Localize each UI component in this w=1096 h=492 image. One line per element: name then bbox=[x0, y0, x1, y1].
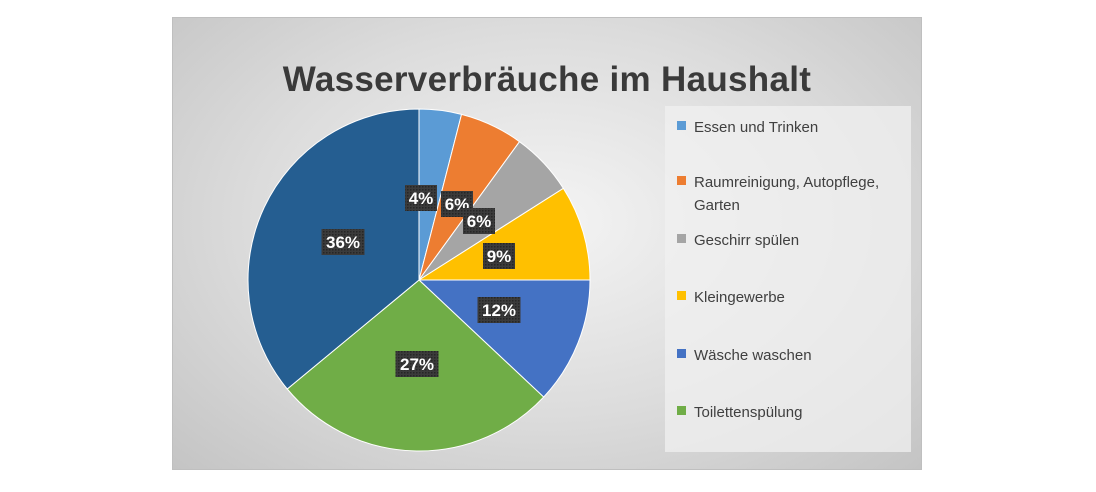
legend-item: Essen und Trinken bbox=[677, 116, 914, 139]
legend-label: Geschirr spülen bbox=[694, 232, 800, 249]
legend-swatch bbox=[677, 234, 686, 243]
legend-item: Wäsche waschen bbox=[677, 344, 914, 367]
legend-item: Kleingewerbe bbox=[677, 286, 914, 309]
legend-swatch bbox=[677, 349, 686, 358]
legend-item: Toilettenspülung bbox=[677, 401, 914, 424]
chart-title: Wasserverbräuche im Haushalt bbox=[282, 60, 812, 99]
legend-label: Toilettenspülung bbox=[694, 404, 803, 421]
svg-text:36%: 36% bbox=[326, 233, 360, 252]
data-label: 27% bbox=[395, 351, 439, 377]
legend-swatch bbox=[677, 176, 686, 185]
legend-item: Raumreinigung, Autopflege, Garten bbox=[677, 171, 914, 217]
pie-chart: 4% 6%6%9%12%27%36% bbox=[247, 108, 591, 452]
legend-label: Essen und Trinken bbox=[694, 119, 819, 136]
legend-item: Geschirr spülen bbox=[677, 229, 914, 252]
svg-text:4%: 4% bbox=[409, 189, 434, 208]
legend-swatch bbox=[677, 406, 686, 415]
data-label: 4% bbox=[405, 185, 437, 211]
pie-slice bbox=[417, 279, 591, 398]
legend-label: Raumreinigung, Autopflege, Garten bbox=[694, 174, 880, 214]
data-label: 6% bbox=[463, 208, 495, 234]
data-label: 12% bbox=[477, 297, 521, 323]
svg-text:27%: 27% bbox=[400, 355, 434, 374]
svg-text:12%: 12% bbox=[482, 301, 516, 320]
data-label: 36% bbox=[321, 229, 365, 255]
svg-text:6%: 6% bbox=[467, 212, 492, 231]
legend-label: Wäsche waschen bbox=[694, 347, 812, 364]
legend-label: Kleingewerbe bbox=[694, 289, 785, 306]
legend-swatch bbox=[677, 121, 686, 130]
legend: Essen und Trinken Raumreinigung, Autopfle… bbox=[665, 106, 911, 452]
legend-swatch bbox=[677, 291, 686, 300]
pie-slice bbox=[417, 187, 591, 281]
chart-area: Wasserverbräuche im Haushalt 4% 6% 6% 9% 12%… bbox=[172, 17, 922, 470]
svg-text:9%: 9% bbox=[487, 247, 512, 266]
data-label: 9% bbox=[483, 243, 515, 269]
